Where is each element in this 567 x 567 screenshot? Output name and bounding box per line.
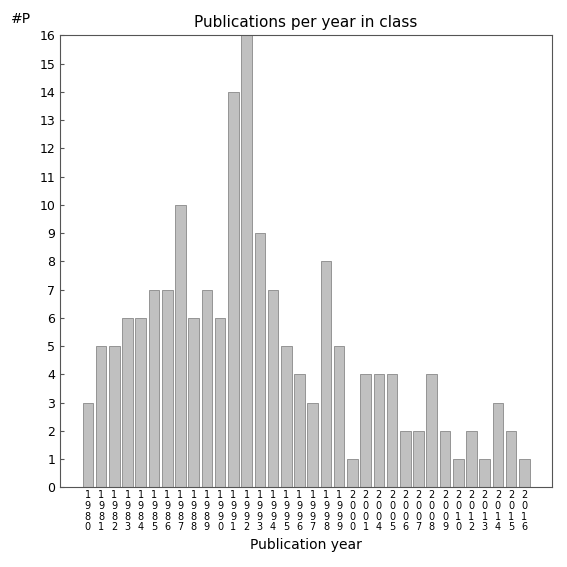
Bar xyxy=(162,290,172,487)
Bar xyxy=(307,403,318,487)
Bar xyxy=(255,233,265,487)
Bar xyxy=(96,346,107,487)
Bar xyxy=(361,374,371,487)
Y-axis label: #P: #P xyxy=(11,12,31,26)
Bar xyxy=(83,403,93,487)
Bar xyxy=(175,205,186,487)
Bar xyxy=(374,374,384,487)
Bar xyxy=(321,261,331,487)
Bar xyxy=(506,431,517,487)
Bar xyxy=(202,290,212,487)
Bar xyxy=(413,431,424,487)
Bar xyxy=(109,346,120,487)
Bar xyxy=(122,318,133,487)
Bar xyxy=(228,92,239,487)
Bar xyxy=(188,318,199,487)
Bar xyxy=(479,459,490,487)
Bar xyxy=(466,431,477,487)
Bar xyxy=(519,459,530,487)
Bar xyxy=(268,290,278,487)
Bar xyxy=(453,459,463,487)
Bar xyxy=(493,403,503,487)
Bar xyxy=(387,374,397,487)
Bar xyxy=(136,318,146,487)
Bar xyxy=(400,431,411,487)
Bar xyxy=(347,459,358,487)
Title: Publications per year in class: Publications per year in class xyxy=(194,15,418,30)
Bar xyxy=(281,346,291,487)
X-axis label: Publication year: Publication year xyxy=(250,538,362,552)
Bar xyxy=(242,35,252,487)
Bar xyxy=(439,431,450,487)
Bar xyxy=(215,318,226,487)
Bar xyxy=(334,346,345,487)
Bar xyxy=(294,374,305,487)
Bar xyxy=(149,290,159,487)
Bar xyxy=(426,374,437,487)
